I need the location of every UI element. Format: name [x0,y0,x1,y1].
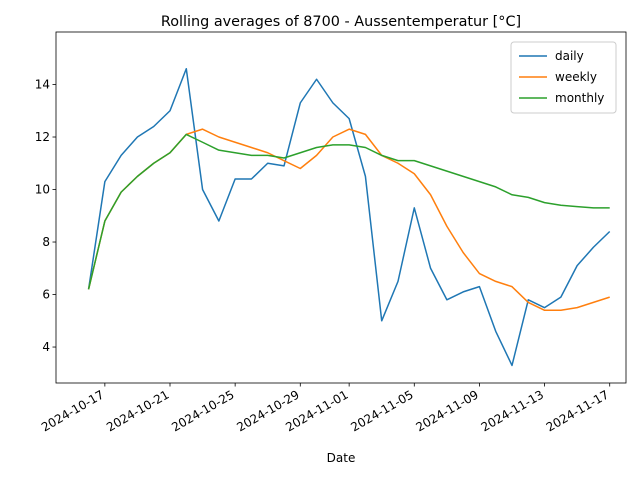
series-line [87,133,610,290]
y-tick-label: 12 [35,130,50,144]
legend-label: daily [555,49,584,63]
series-line [87,68,611,367]
y-tick-label: 8 [42,235,50,249]
y-tick-label: 4 [42,340,50,354]
y-tick-label: 10 [35,183,50,197]
legend-label: weekly [555,70,597,84]
y-tick-label: 6 [42,288,50,302]
legend: daily weekly monthly [510,41,617,114]
legend-label: monthly [555,91,604,105]
chart-title: Rolling averages of 8700 - Aussentempera… [161,14,521,30]
legend-box [510,41,617,114]
x-axis-label: Date [327,451,356,465]
y-tick-label: 14 [35,78,50,92]
axes-frame [55,31,627,384]
